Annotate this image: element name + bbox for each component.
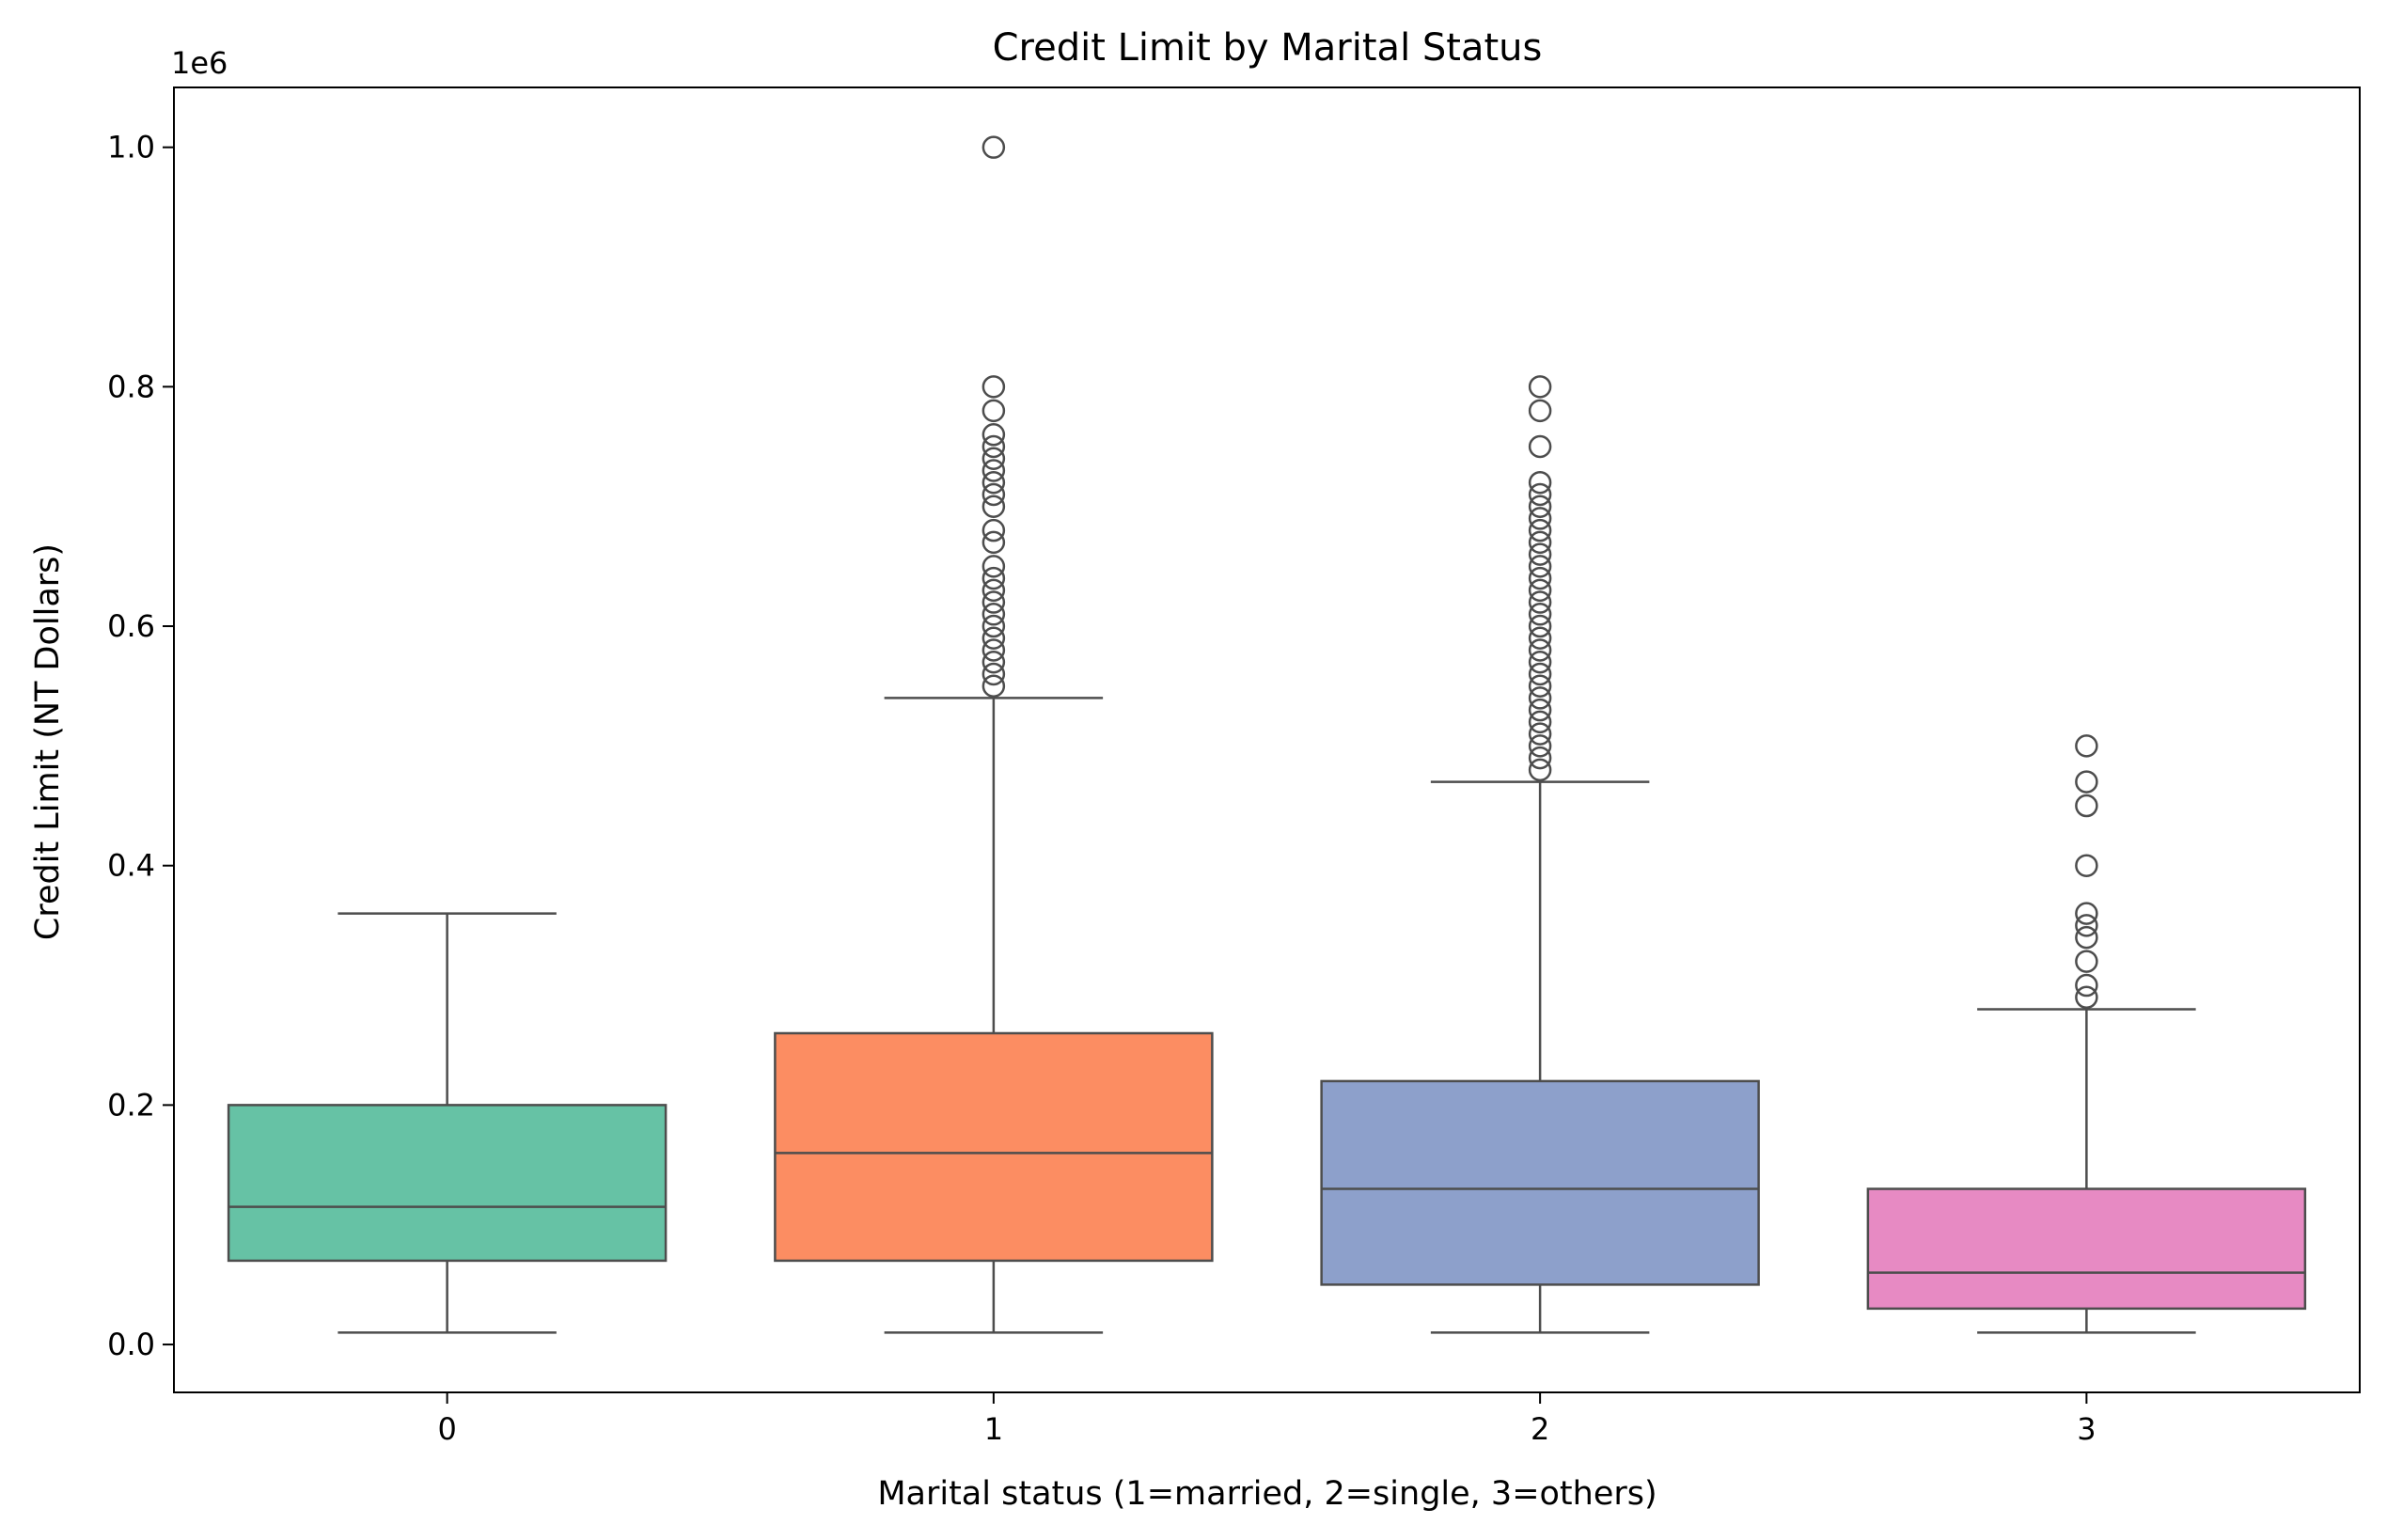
outlier-point bbox=[1528, 698, 1552, 722]
outlier-point bbox=[981, 518, 1006, 542]
outlier-point bbox=[1528, 746, 1552, 770]
x-axis-ticks: 0 1 2 3 bbox=[437, 1392, 2096, 1447]
iqr-box bbox=[774, 1031, 1214, 1263]
outlier-point bbox=[1528, 399, 1552, 423]
x-tick-label: 0 bbox=[437, 1411, 456, 1447]
outlier-point bbox=[981, 434, 1006, 459]
outlier-point bbox=[981, 555, 1006, 578]
outlier-point bbox=[1528, 566, 1552, 590]
box-0 bbox=[227, 912, 667, 1334]
outlier-point bbox=[1528, 734, 1552, 758]
outlier-point bbox=[981, 495, 1006, 518]
outlier-point bbox=[1528, 495, 1552, 518]
outlier-point bbox=[1528, 542, 1552, 566]
outlier-point bbox=[2075, 734, 2098, 758]
outlier-point bbox=[1528, 530, 1552, 555]
outlier-point bbox=[1528, 614, 1552, 638]
outlier-point bbox=[2075, 914, 2098, 937]
outlier-point bbox=[2075, 770, 2098, 794]
outlier-point bbox=[981, 423, 1006, 447]
outlier-point bbox=[981, 566, 1006, 590]
outlier-point bbox=[2075, 925, 2098, 950]
outlier-point bbox=[1528, 518, 1552, 542]
outlier-point bbox=[1528, 482, 1552, 507]
outlier-point bbox=[981, 590, 1006, 614]
outlier-point bbox=[2075, 902, 2098, 925]
outlier-point bbox=[1528, 434, 1552, 459]
box-1 bbox=[774, 135, 1214, 1334]
outlier-point bbox=[1528, 590, 1552, 614]
outlier-point bbox=[1528, 650, 1552, 674]
y-tick-label: 0.2 bbox=[107, 1087, 155, 1123]
outlier-point bbox=[981, 626, 1006, 651]
iqr-box bbox=[1320, 1079, 1760, 1286]
outlier-point bbox=[1528, 507, 1552, 530]
box-group bbox=[227, 135, 2307, 1334]
outlier-point bbox=[2075, 950, 2098, 973]
y-tick-label: 1.0 bbox=[107, 130, 155, 165]
outlier-point bbox=[1528, 686, 1552, 710]
y-axis-ticks: 0.0 0.2 0.4 0.6 0.8 1.0 bbox=[107, 130, 174, 1362]
outlier-point bbox=[981, 482, 1006, 507]
outlier-point bbox=[981, 638, 1006, 662]
outlier-point bbox=[981, 674, 1006, 698]
outlier-point bbox=[1528, 710, 1552, 734]
outlier-point bbox=[981, 375, 1006, 399]
outlier-point bbox=[2075, 854, 2098, 877]
outlier-point bbox=[981, 578, 1006, 603]
outlier-point bbox=[981, 135, 1006, 159]
outlier-point bbox=[1528, 626, 1552, 651]
outlier-point bbox=[1528, 662, 1552, 686]
y-tick-label: 0.8 bbox=[107, 369, 155, 404]
x-axis-label: Marital status (1=married, 2=single, 3=o… bbox=[877, 1475, 1657, 1513]
outlier-point bbox=[1528, 555, 1552, 578]
outlier-point bbox=[981, 399, 1006, 423]
outlier-point bbox=[981, 650, 1006, 674]
outlier-point bbox=[981, 614, 1006, 638]
outlier-point bbox=[981, 470, 1006, 495]
outlier-point bbox=[981, 447, 1006, 471]
y-axis-label: Credit Limit (NT Dollars) bbox=[29, 543, 67, 940]
box-3 bbox=[1866, 734, 2307, 1334]
outlier-point bbox=[1528, 674, 1552, 698]
outlier-point bbox=[1528, 722, 1552, 746]
iqr-box bbox=[227, 1104, 667, 1263]
y-axis-offset-label: 1e6 bbox=[171, 45, 228, 81]
outlier-point bbox=[1528, 638, 1552, 662]
outlier-point bbox=[2075, 985, 2098, 1010]
outlier-point bbox=[2075, 973, 2098, 998]
outlier-point bbox=[981, 459, 1006, 482]
outlier-point bbox=[981, 530, 1006, 555]
outlier-point bbox=[1528, 603, 1552, 626]
y-tick-label: 0.6 bbox=[107, 608, 155, 644]
outlier-point bbox=[1528, 375, 1552, 399]
outlier-point bbox=[1528, 470, 1552, 495]
chart-title: Credit Limit by Marital Status bbox=[993, 26, 1543, 70]
y-tick-label: 0.0 bbox=[107, 1327, 155, 1362]
outlier-point bbox=[1528, 578, 1552, 603]
x-tick-label: 1 bbox=[984, 1411, 1003, 1447]
box-2 bbox=[1320, 375, 1760, 1334]
x-tick-label: 3 bbox=[2077, 1411, 2096, 1447]
outlier-point bbox=[981, 662, 1006, 686]
outlier-point bbox=[1528, 758, 1552, 782]
outlier-point bbox=[2075, 794, 2098, 818]
iqr-box bbox=[1866, 1187, 2307, 1311]
outlier-point bbox=[981, 603, 1006, 626]
y-tick-label: 0.4 bbox=[107, 848, 155, 884]
x-tick-label: 2 bbox=[1531, 1411, 1549, 1447]
plot-area-frame bbox=[173, 86, 2361, 1393]
